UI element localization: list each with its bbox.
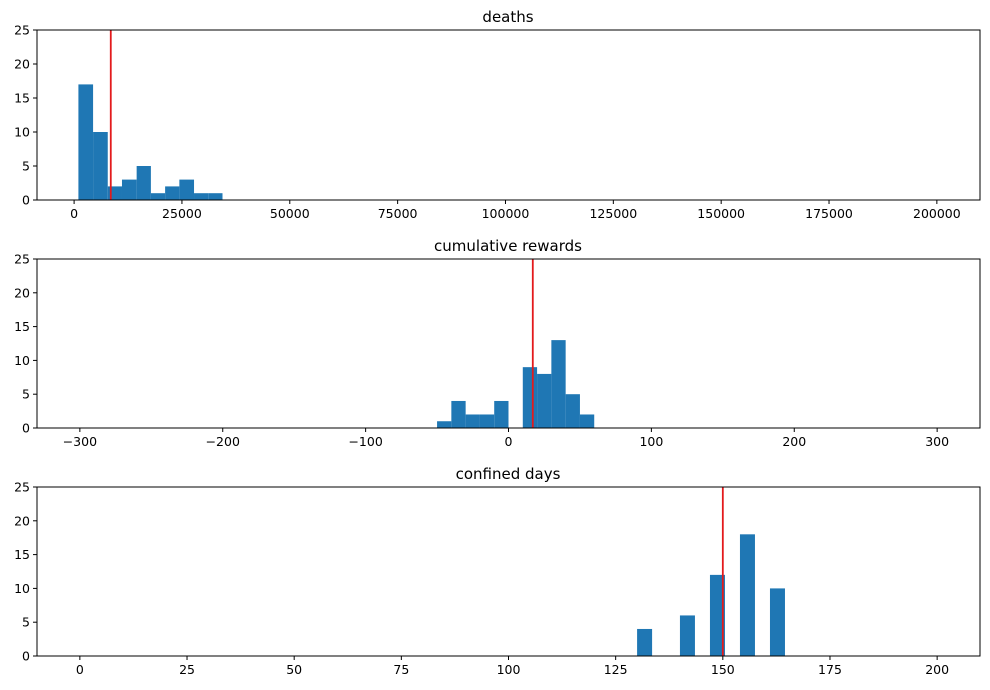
y-tick-label: 10 bbox=[14, 581, 30, 596]
x-tick-label: 0 bbox=[76, 662, 84, 677]
histogram-bar bbox=[522, 367, 538, 428]
chart-title: cumulative rewards bbox=[434, 237, 582, 255]
y-tick-label: 25 bbox=[14, 23, 30, 38]
x-tick-label: 125 bbox=[604, 662, 628, 677]
x-tick-label: 200 bbox=[782, 434, 806, 449]
y-tick-label: 25 bbox=[14, 252, 30, 267]
histogram-bar bbox=[769, 588, 785, 656]
cumulative-rewards-histogram-panel: cumulative rewards −300 −200 −100 0 100 200 30… bbox=[14, 237, 981, 449]
x-tick-label: 200 bbox=[925, 662, 949, 677]
y-tick-label: 0 bbox=[22, 421, 30, 436]
y-tick-label: 20 bbox=[14, 285, 30, 300]
x-tick-label: −100 bbox=[348, 434, 382, 449]
x-tick-label: 25000 bbox=[162, 206, 202, 221]
y-tick-label: 15 bbox=[14, 91, 30, 106]
bars bbox=[78, 84, 223, 200]
histogram-bar bbox=[739, 534, 755, 656]
axes: 0 25 50 75 100 125 150 175 200 0 5 10 15 20 25 bbox=[14, 480, 981, 677]
histogram-bar bbox=[479, 414, 495, 428]
axes: 0 25000 50000 75000 100000 125000 150000 175000… bbox=[14, 23, 981, 221]
y-tick-label: 15 bbox=[14, 319, 30, 334]
histogram-bar bbox=[579, 414, 595, 428]
confined-days-histogram-panel: confined days 0 25 50 75 100 125 150 175 200 0 5 10… bbox=[14, 465, 981, 677]
x-tick-label: 100000 bbox=[482, 206, 530, 221]
y-tick-label: 10 bbox=[14, 125, 30, 140]
x-tick-label: −200 bbox=[206, 434, 240, 449]
x-tick-label: 300 bbox=[925, 434, 949, 449]
chart-title: confined days bbox=[456, 465, 561, 483]
y-tick-label: 5 bbox=[22, 387, 30, 402]
histogram-bar bbox=[150, 193, 166, 200]
y-tick-label: 20 bbox=[14, 513, 30, 528]
histogram-bar bbox=[194, 193, 209, 200]
y-tick-label: 0 bbox=[22, 649, 30, 664]
histogram-bar bbox=[208, 193, 223, 200]
histogram-bar bbox=[165, 186, 180, 200]
histogram-bar bbox=[121, 179, 137, 200]
histogram-bar bbox=[537, 373, 552, 428]
histogram-bar bbox=[565, 394, 580, 428]
histogram-bar bbox=[637, 628, 653, 656]
histogram-bar bbox=[78, 84, 94, 200]
x-tick-label: 100 bbox=[497, 662, 521, 677]
x-tick-label: 100 bbox=[639, 434, 663, 449]
x-tick-label: 150000 bbox=[697, 206, 745, 221]
x-tick-label: 0 bbox=[70, 206, 78, 221]
histogram-bar bbox=[494, 400, 509, 428]
x-tick-label: 175 bbox=[818, 662, 842, 677]
x-tick-label: 175000 bbox=[805, 206, 853, 221]
x-tick-label: 50000 bbox=[270, 206, 310, 221]
deaths-histogram-panel: deaths 0 25000 50000 75000 100000 125000 15000… bbox=[14, 8, 981, 221]
chart-title: deaths bbox=[482, 8, 533, 26]
histogram-bar bbox=[179, 179, 195, 200]
x-tick-label: 125000 bbox=[589, 206, 637, 221]
histogram-bar bbox=[551, 340, 566, 428]
y-tick-label: 25 bbox=[14, 480, 30, 495]
y-tick-label: 10 bbox=[14, 353, 30, 368]
y-tick-label: 5 bbox=[22, 159, 30, 174]
histogram-bar bbox=[136, 166, 151, 200]
x-tick-label: 75000 bbox=[378, 206, 418, 221]
histogram-bar bbox=[437, 421, 452, 428]
x-tick-label: 200000 bbox=[913, 206, 961, 221]
bars bbox=[437, 340, 595, 428]
x-tick-label: 150 bbox=[711, 662, 735, 677]
histogram-bar bbox=[709, 574, 725, 656]
x-tick-label: 50 bbox=[286, 662, 302, 677]
y-tick-label: 0 bbox=[22, 193, 30, 208]
histogram-bar bbox=[451, 400, 466, 428]
histogram-bar bbox=[465, 414, 480, 428]
histogram-bar bbox=[93, 132, 108, 200]
y-tick-label: 5 bbox=[22, 615, 30, 630]
x-tick-label: 25 bbox=[179, 662, 195, 677]
bars bbox=[637, 534, 785, 656]
y-tick-label: 20 bbox=[14, 57, 30, 72]
histogram-bar bbox=[679, 615, 695, 656]
axes: −300 −200 −100 0 100 200 300 0 5 10 15 20 25 bbox=[14, 252, 981, 449]
x-tick-label: 0 bbox=[505, 434, 513, 449]
x-tick-label: 75 bbox=[393, 662, 409, 677]
plot-frame bbox=[36, 29, 981, 201]
y-tick-label: 15 bbox=[14, 547, 30, 562]
x-tick-label: −300 bbox=[63, 434, 97, 449]
